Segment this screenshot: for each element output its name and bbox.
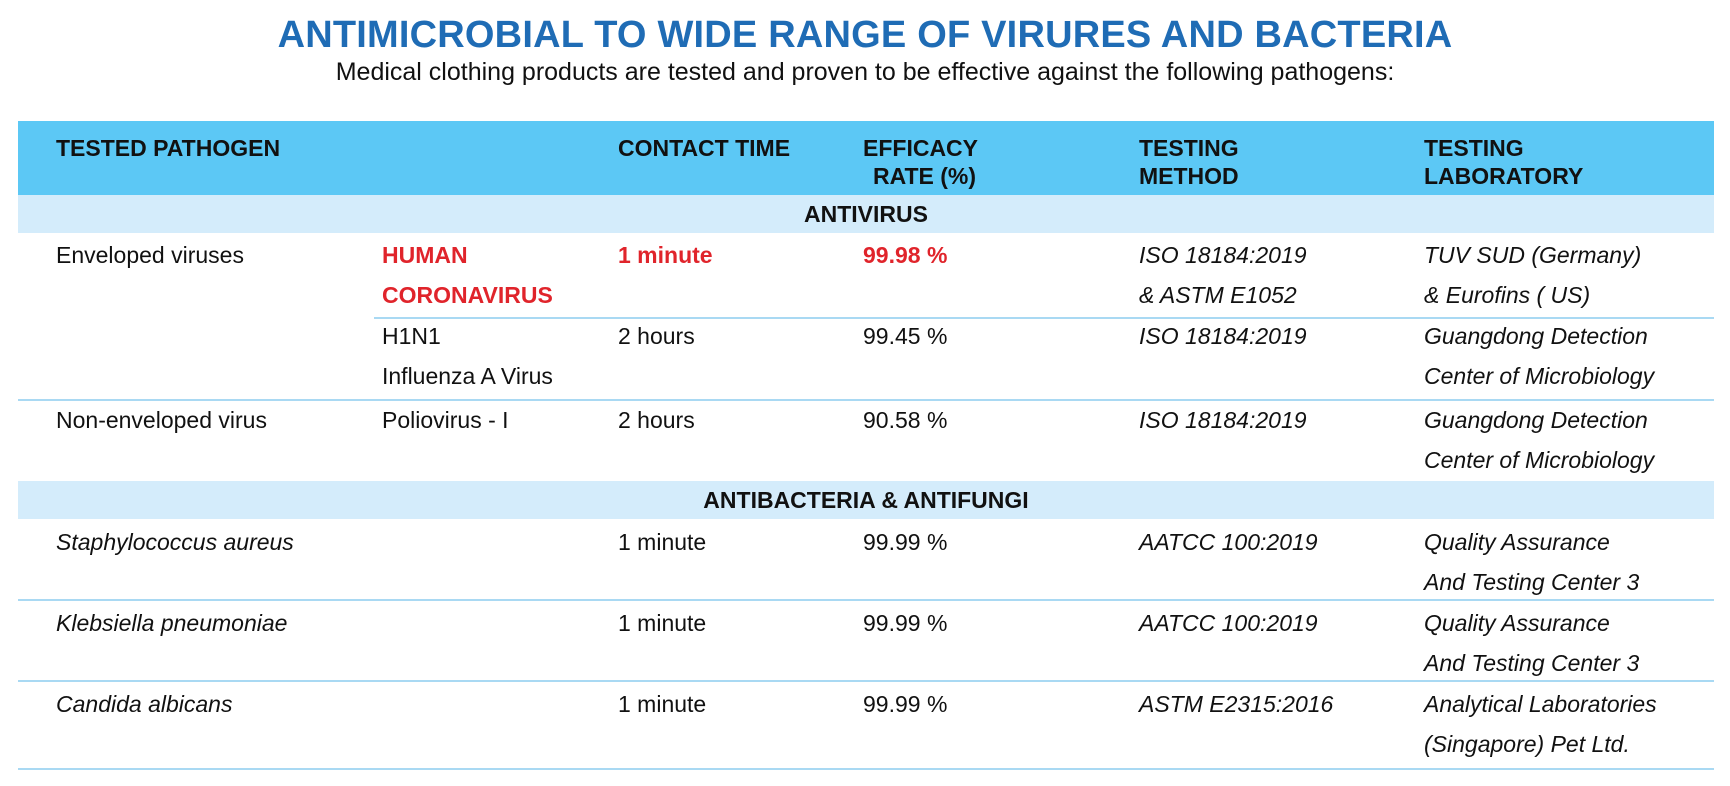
pathogen-name: H1N1 [382, 323, 441, 349]
header-method-line1: TESTING [1139, 135, 1239, 161]
header-testing-method: TESTING METHOD [1139, 134, 1239, 190]
testing-laboratory-line2: Center of Microbiology [1424, 363, 1655, 389]
category-non-enveloped-virus: Non-enveloped virus [56, 407, 267, 433]
header-method-line2: METHOD [1139, 163, 1239, 189]
page-title: ANTIMICROBIAL TO WIDE RANGE OF VIRURES A… [277, 14, 1453, 56]
header-lab-line2: LABORATORY [1424, 163, 1584, 189]
testing-laboratory: TUV SUD (Germany) [1424, 242, 1642, 268]
contact-time: 2 hours [618, 323, 695, 349]
header-contact-time: CONTACT TIME [618, 135, 791, 161]
row-divider [18, 768, 1714, 770]
row-divider [18, 680, 1714, 682]
pathogen-name: Candida albicans [56, 691, 233, 717]
row-divider [374, 317, 1714, 319]
testing-laboratory-line2: (Singapore) Pet Ltd. [1424, 731, 1630, 757]
pathogen-name: HUMAN [382, 242, 468, 268]
contact-time: 2 hours [618, 407, 695, 433]
testing-laboratory: Quality Assurance [1424, 610, 1610, 636]
pathogen-name: Staphylococcus aureus [56, 529, 294, 555]
section-antibacteria-antifungi: ANTIBACTERIA & ANTIFUNGI [18, 481, 1714, 519]
pathogen-name: Poliovirus - I [382, 407, 509, 433]
section-antivirus: ANTIVIRUS [18, 195, 1714, 233]
contact-time: 1 minute [618, 691, 707, 717]
page-subtitle: Medical clothing products are tested and… [335, 58, 1395, 86]
testing-method: ISO 18184:2019 [1139, 323, 1307, 349]
contact-time: 1 minute [618, 610, 707, 636]
testing-laboratory: Quality Assurance [1424, 529, 1610, 555]
header-efficacy-rate: EFFICACY RATE (%) [863, 134, 978, 190]
efficacy-rate: 99.99 % [863, 610, 948, 636]
testing-laboratory-line2: And Testing Center 3 [1424, 650, 1640, 676]
row-divider [18, 399, 1714, 401]
pathogen-name: Klebsiella pneumoniae [56, 610, 288, 636]
header-testing-laboratory: TESTING LABORATORY [1424, 134, 1583, 190]
efficacy-rate: 99.99 % [863, 529, 948, 555]
row-divider [18, 599, 1714, 601]
contact-time: 1 minute [618, 242, 713, 268]
testing-laboratory: Guangdong Detection [1424, 323, 1648, 349]
table-header: TESTED PATHOGEN CONTACT TIME EFFICACY RA… [18, 121, 1714, 195]
testing-laboratory-line2: & Eurofins ( US) [1424, 282, 1591, 308]
category-enveloped-viruses: Enveloped viruses [56, 242, 244, 268]
testing-laboratory-line2: Center of Microbiology [1424, 447, 1655, 473]
header-tested-pathogen: TESTED PATHOGEN [56, 135, 281, 161]
efficacy-rate: 99.98 % [863, 242, 948, 268]
header-lab-line1: TESTING [1424, 135, 1524, 161]
testing-method: ISO 18184:2019 [1139, 407, 1307, 433]
testing-method: ISO 18184:2019 [1139, 242, 1307, 268]
efficacy-rate: 99.99 % [863, 691, 948, 717]
contact-time: 1 minute [618, 529, 707, 555]
pathogen-name-line2: Influenza A Virus [382, 363, 553, 389]
efficacy-rate: 90.58 % [863, 407, 948, 433]
pathogen-name-line2: CORONAVIRUS [382, 282, 553, 308]
efficacy-rate: 99.45 % [863, 323, 948, 349]
header-efficacy-line1: EFFICACY [863, 135, 978, 161]
testing-method-line2: & ASTM E1052 [1139, 282, 1297, 308]
header-efficacy-line2: RATE (%) [872, 163, 977, 189]
testing-method: AATCC 100:2019 [1139, 610, 1318, 636]
testing-method: ASTM E2315:2016 [1139, 691, 1334, 717]
testing-laboratory: Analytical Laboratories [1424, 691, 1657, 717]
testing-laboratory: Guangdong Detection [1424, 407, 1648, 433]
testing-laboratory-line2: And Testing Center 3 [1424, 569, 1640, 595]
testing-method: AATCC 100:2019 [1139, 529, 1318, 555]
